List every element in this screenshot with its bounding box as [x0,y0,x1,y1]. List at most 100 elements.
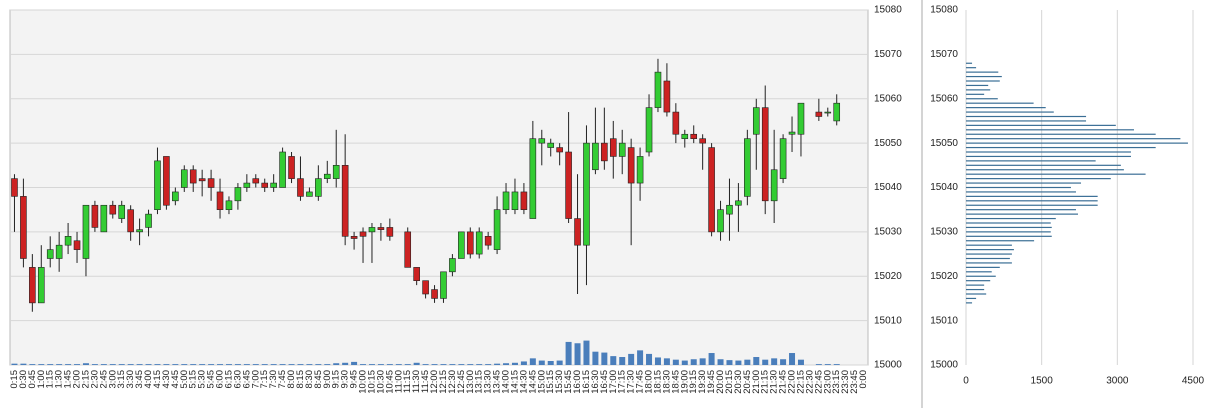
x-tick-label: 23:30 [840,370,851,394]
volume-bar [342,362,349,365]
x-tick-label: 4:30 [161,370,172,389]
x-tick-label: 0 [963,376,969,387]
volume-bar [306,364,313,365]
profile-bar [966,102,1034,104]
x-tick-label: 5:15 [188,370,199,389]
profile-bar [966,151,1131,153]
candle-body [46,249,54,259]
profile-bar [966,120,1087,122]
x-tick-label: 2:30 [89,370,100,389]
candle-body [234,187,242,202]
profile-bar [966,93,985,95]
candle-body [690,133,698,139]
profile-bar [966,253,1012,255]
profile-bar [966,195,1098,197]
y-tick-label: 15080 [930,5,958,16]
candle-body [556,147,563,153]
candle-body [207,178,215,188]
candle-body [636,156,644,184]
candle-body [73,240,81,250]
profile-bar [966,280,991,282]
volume-bar [288,364,295,365]
candle-body [511,191,519,210]
x-tick-label: 8:30 [304,370,315,389]
volume-bar [82,363,89,365]
profile-bar [966,111,1054,113]
profile-bar [966,169,1124,171]
x-tick-label: 18:45 [670,370,681,394]
x-tick-label: 12:00 [429,370,440,394]
candle-body [261,182,269,188]
profile-bar [966,231,1051,233]
x-tick-label: 12:15 [438,370,449,394]
x-tick-label: 5:00 [179,370,190,389]
profile-bar [966,107,1046,109]
volume-bar [672,359,679,365]
x-tick-label: 15:00 [536,370,547,394]
candle-body [55,244,63,259]
candle-body [359,231,367,237]
candle-body [833,102,841,122]
volume-bar [538,360,545,365]
x-tick-label: 0:30 [18,370,29,389]
volume-bar [109,364,116,365]
volume-bar [208,364,215,365]
x-tick-label: 7:15 [259,370,270,389]
profile-bar [966,191,1076,193]
candle-body [520,191,528,210]
x-tick-label: 1:15 [45,370,56,389]
volume-bar [565,341,572,365]
profile-bar [966,80,1000,82]
candle-body [761,107,769,202]
candle-body [109,204,117,215]
candle-body [377,227,385,230]
profile-bar [966,302,973,304]
candle-body [172,191,179,202]
x-tick-label: 5:30 [197,370,208,389]
volume-bar [91,364,98,365]
x-tick-label: 8:15 [295,370,306,389]
candle-body [797,102,805,135]
volume-bar [771,358,778,365]
x-tick-label: 22:30 [804,370,815,394]
volume-bar [243,364,250,365]
candle-body [618,142,626,157]
x-tick-label: 6:00 [215,370,226,389]
volume-bar [279,364,286,365]
profile-bar [966,213,1078,215]
candle-body [29,267,36,304]
x-tick-label: 14:45 [527,370,538,394]
volume-bar [65,364,72,365]
volume-bar [824,364,831,365]
candle-body [198,178,206,182]
profile-bar [966,271,992,273]
x-tick-label: 18:00 [644,370,655,394]
candle-body [386,227,394,237]
volume-bar [654,357,661,365]
candle-body [332,165,340,179]
candle-body [431,289,438,299]
x-tick-label: 7:00 [250,370,261,389]
candle-body [20,196,27,259]
volume-bar [190,364,197,365]
volume-bar [708,353,715,365]
candle-body [136,229,143,233]
volume-bar [476,364,483,365]
volume-bar [789,353,796,365]
candle-body [341,165,349,237]
candle-body [413,267,420,281]
x-tick-label: 6:15 [223,370,234,389]
volume-bar [529,358,536,365]
volume-bar [118,364,125,365]
volume-bar [38,364,45,365]
candle-body [717,209,724,233]
profile-bar [966,226,1052,229]
profile-bar [966,262,1012,264]
x-tick-label: 6:30 [232,370,243,389]
x-tick-label: 22:00 [787,370,798,394]
x-tick-label: 11:00 [393,370,404,393]
x-tick-label: 23:45 [849,370,860,394]
candle-body [458,231,465,259]
x-tick-label: 16:30 [590,370,601,394]
y-tick-label: 15010 [874,315,902,326]
